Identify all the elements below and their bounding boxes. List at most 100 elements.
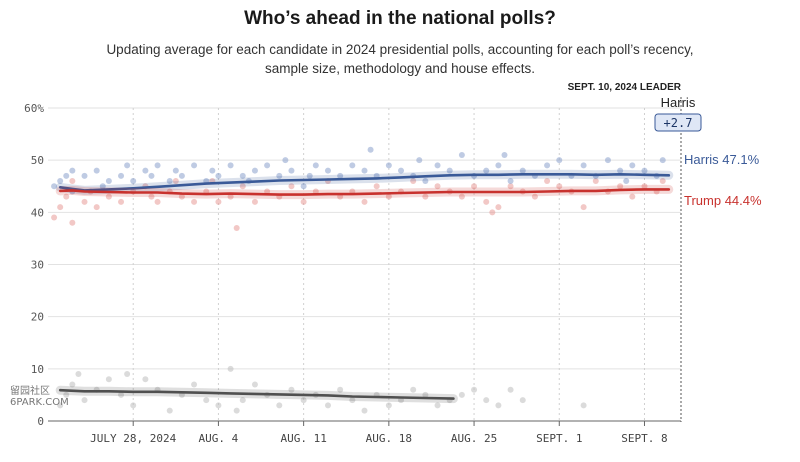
other-poll-dot	[519, 397, 526, 404]
harris-poll-dot	[495, 162, 502, 169]
other-poll-dot	[300, 397, 307, 404]
x-tick-label: AUG. 11	[280, 432, 326, 445]
trump-poll-dot	[483, 198, 490, 205]
poll-dots	[51, 146, 666, 414]
harris-poll-dot	[288, 167, 295, 174]
trump-poll-dot	[300, 198, 307, 205]
trump-poll-dot	[385, 193, 392, 200]
leader-date-label: SEPT. 10, 2024 LEADER	[568, 82, 682, 93]
harris-poll-dot	[118, 172, 125, 179]
harris-poll-dot	[215, 172, 222, 179]
trump-trend-line	[58, 188, 671, 196]
watermark: 留园社区 6PARK.COM	[10, 386, 69, 408]
y-axis-ticks: 0 10 20 30 40 50 60%	[24, 102, 44, 428]
trump-poll-dot	[93, 204, 100, 211]
other-trend-line	[58, 388, 455, 400]
harris-poll-dot	[251, 167, 258, 174]
trump-poll-dot	[154, 198, 161, 205]
trump-poll-dot	[629, 193, 636, 200]
harris-poll-dot	[191, 162, 198, 169]
other-poll-dot	[483, 397, 490, 404]
trump-poll-dot	[580, 204, 587, 211]
trump-poll-dot	[191, 198, 198, 205]
harris-poll-dot	[312, 162, 319, 169]
harris-poll-dot	[124, 162, 131, 169]
harris-poll-dot	[239, 172, 246, 179]
other-poll-dot	[57, 402, 64, 409]
other-poll-dot	[507, 386, 514, 393]
trump-poll-dot	[471, 183, 478, 190]
trump-poll-dot	[178, 193, 185, 200]
end-labels: Harris 47.1% Trump 44.4%	[684, 152, 762, 208]
trump-poll-dot	[312, 188, 319, 195]
harris-poll-dot	[324, 167, 331, 174]
trump-poll-dot	[264, 188, 271, 195]
other-poll-dot	[276, 402, 283, 409]
other-poll-dot	[81, 397, 88, 404]
harris-end-label: Harris 47.1%	[684, 152, 760, 167]
other-poll-dot	[233, 407, 240, 414]
trump-poll-dot	[215, 198, 222, 205]
harris-poll-dot	[63, 172, 70, 179]
trump-poll-dot	[239, 183, 246, 190]
trump-poll-dot	[57, 204, 64, 211]
trump-poll-dot	[544, 178, 551, 185]
trump-poll-dot	[592, 178, 599, 185]
trump-poll-dot	[641, 183, 648, 190]
harris-poll-dot	[148, 172, 155, 179]
y-tick-label: 40	[31, 206, 44, 219]
harris-poll-dot	[276, 172, 283, 179]
other-poll-dot	[215, 402, 222, 409]
trump-poll-dot	[617, 183, 624, 190]
y-tick-label: 10	[31, 363, 44, 376]
harris-poll-dot	[300, 183, 307, 190]
other-poll-dot	[458, 391, 465, 398]
x-tick-label: SEPT. 1	[536, 432, 582, 445]
harris-poll-dot	[416, 157, 423, 164]
other-poll-dot	[166, 407, 173, 414]
y-tick-label: 0	[37, 415, 44, 428]
trump-poll-dot	[495, 204, 502, 211]
trump-poll-dot	[172, 178, 179, 185]
harris-poll-dot	[434, 162, 441, 169]
other-poll-dot	[324, 402, 331, 409]
harris-poll-dot	[227, 162, 234, 169]
other-poll-dot	[349, 397, 356, 404]
trump-end-label: Trump 44.4%	[684, 193, 762, 208]
x-tick-label: AUG. 18	[366, 432, 412, 445]
other-poll-dot	[288, 386, 295, 393]
harris-poll-dot	[349, 162, 356, 169]
y-tick-label: 50	[31, 154, 44, 167]
harris-poll-dot	[51, 183, 58, 190]
x-tick-label: AUG. 4	[199, 432, 239, 445]
harris-poll-dot	[172, 167, 179, 174]
harris-poll-dot	[93, 167, 100, 174]
y-tick-label: 30	[31, 259, 44, 272]
harris-poll-dot	[178, 172, 185, 179]
other-poll-dot	[130, 402, 137, 409]
leader-margin-value: +2.7	[664, 116, 693, 130]
trump-poll-dot	[507, 183, 514, 190]
harris-poll-dot	[507, 178, 514, 185]
other-poll-dot	[105, 376, 112, 383]
other-poll-dot	[580, 402, 587, 409]
trump-poll-dot	[489, 209, 496, 216]
trump-poll-dot	[51, 214, 58, 221]
harris-poll-dot	[57, 178, 64, 185]
harris-poll-dot	[580, 162, 587, 169]
trump-poll-dot	[148, 193, 155, 200]
grid-lines	[48, 107, 681, 422]
trump-poll-dot	[288, 183, 295, 190]
trump-poll-dot	[410, 178, 417, 185]
other-poll-dot	[239, 397, 246, 404]
harris-poll-dot	[81, 172, 88, 179]
harris-poll-dot	[130, 178, 137, 185]
trump-poll-dot	[227, 193, 234, 200]
trump-poll-dot	[659, 178, 666, 185]
harris-poll-dot	[264, 162, 271, 169]
harris-poll-dot	[209, 167, 216, 174]
trump-poll-dot	[233, 224, 240, 231]
harris-poll-dot	[154, 162, 161, 169]
harris-poll-dot	[458, 151, 465, 158]
